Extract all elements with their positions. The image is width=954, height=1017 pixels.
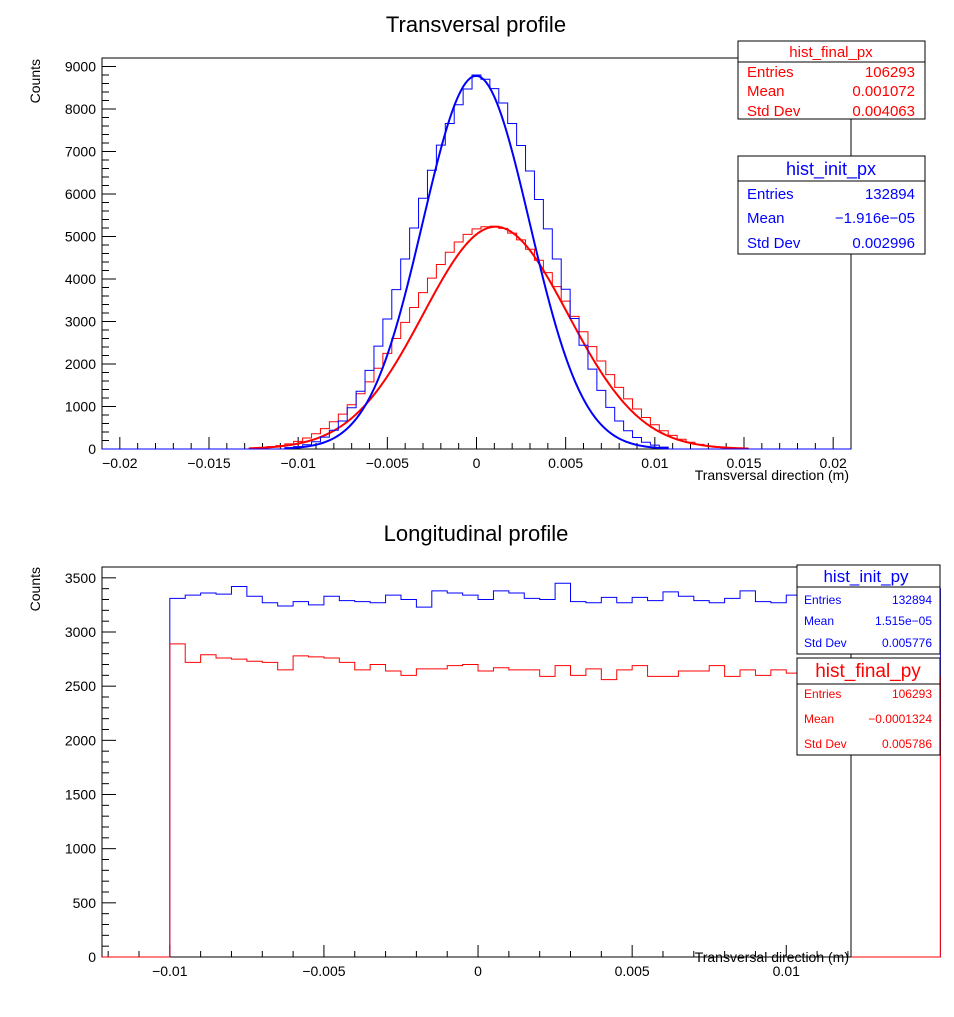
chart-title: Longitudinal profile [384,521,569,546]
stats-stddev-value: 0.002996 [852,235,915,252]
stats-mean-value: 0.001072 [852,83,915,100]
x-tick-label: −0.01 [152,963,188,979]
y-tick-label: 7000 [65,144,96,160]
x-axis-label: Transversal direction (m) [695,467,849,483]
x-tick-label: −0.02 [102,455,138,471]
y-axis-label: Counts [27,59,43,103]
chart-title: Transversal profile [386,12,566,37]
stats-entries-value: 106293 [892,687,932,701]
stats-stddev-value: 0.005776 [882,636,932,650]
x-tick-label: −0.01 [280,455,316,471]
stats-box-frame [796,564,941,655]
stats-stddev-label: Std Dev [804,636,847,650]
stats-box-title: hist_init_py [823,567,909,586]
y-tick-label: 0 [88,949,96,965]
y-tick-label: 2500 [65,678,96,694]
x-tick-label: −0.015 [187,455,230,471]
x-tick-label: 0.02 [820,455,847,471]
y-tick-label: 2000 [65,732,96,748]
stats-entries-label: Entries [804,687,841,701]
longitudinal-profile-panel: Longitudinal profile Counts 0 500 1000 1500… [27,521,941,979]
x-tick-label: 0.005 [548,455,583,471]
y-tick-label: 0 [88,441,96,457]
x-tick-label: 0.01 [641,455,668,471]
y-tick-label: 1000 [65,399,96,415]
stats-box-hist-init-px: hist_init_px Entries 132894 Mean −1.916e… [737,155,926,255]
stats-box-frame [737,40,926,120]
y-tick-label: 1500 [65,787,96,803]
stats-box-hist-final-py: hist_final_py Entries 106293 Mean −0.000… [796,657,941,756]
x-tick-label: −0.005 [302,963,345,979]
stats-box-hist-init-py: hist_init_py Entries 132894 Mean 1.515e−… [796,564,941,655]
y-tick-label: 3000 [65,624,96,640]
stats-box-frame [796,657,941,756]
x-tick-label: 0.015 [726,455,761,471]
stats-mean-value: −1.916e−05 [835,210,915,227]
y-tick-label: 500 [73,895,97,911]
stats-mean-value: −0.0001324 [868,712,932,726]
y-tick-label: 8000 [65,101,96,117]
fit-curve-hist-final-px [249,225,749,450]
y-tick-label: 3000 [65,314,96,330]
stats-entries-value: 132894 [865,186,915,203]
stats-box-frame [737,155,926,255]
fit-curve-hist-init-px [284,74,669,450]
plot-area: 0 500 1000 1500 2000 2500 3000 3500 −0.01 −0.005 0… [65,566,941,979]
y-tick-label: 1000 [65,841,96,857]
y-tick-label: 4000 [65,271,96,287]
stats-box-title: hist_final_px [789,44,873,61]
stats-mean-label: Mean [804,712,834,726]
stats-entries-label: Entries [747,64,794,81]
x-tick-label: 0 [474,963,482,979]
stats-box-hist-final-px: hist_final_px Entries 106293 Mean 0.0010… [737,40,926,120]
stats-mean-label: Mean [804,614,834,628]
stats-box-title: hist_final_py [815,661,921,682]
x-axis-label: Transversal direction (m) [695,949,849,965]
x-tick-label: −0.005 [366,455,409,471]
x-tick-label: 0.01 [773,963,800,979]
y-axis-label: Counts [27,567,43,611]
x-tick-label: 0 [473,455,481,471]
stats-stddev-label: Std Dev [804,737,847,751]
stats-entries-label: Entries [804,593,841,607]
y-tick-label: 5000 [65,229,96,245]
stats-stddev-label: Std Dev [747,235,801,252]
y-tick-label: 6000 [65,186,96,202]
stats-stddev-value: 0.004063 [852,103,915,120]
stats-entries-label: Entries [747,186,794,203]
stats-mean-value: 1.515e−05 [875,614,932,628]
y-tick-label: 2000 [65,356,96,372]
plot-area: 0 1000 2000 3000 4000 5000 6000 7000 8000 9000 −0.… [65,57,852,471]
stats-mean-label: Mean [747,83,785,100]
y-tick-label: 3500 [65,570,96,586]
y-tick-label: 9000 [65,59,96,75]
x-tick-label: 0.005 [615,963,650,979]
stats-entries-value: 106293 [865,64,915,81]
stats-stddev-value: 0.005786 [882,737,932,751]
transversal-profile-panel: Transversal profile Counts Transversal d… [27,12,926,483]
stats-box-title: hist_init_px [786,159,876,180]
stats-mean-label: Mean [747,210,785,227]
stats-stddev-label: Std Dev [747,103,801,120]
stats-entries-value: 132894 [892,593,932,607]
